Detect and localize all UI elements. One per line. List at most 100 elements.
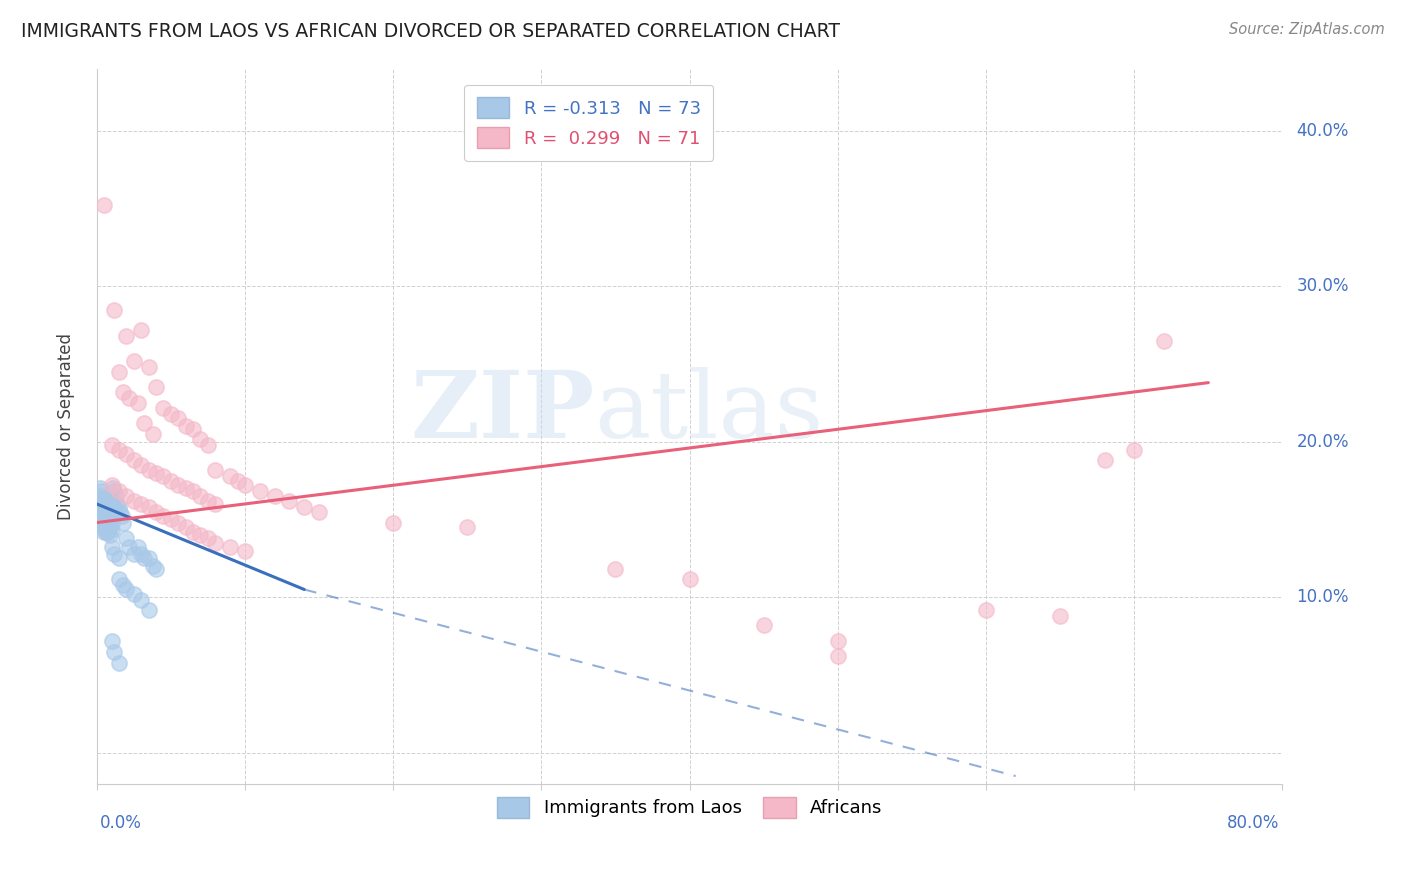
- Point: [152, 401, 174, 415]
- Point: [91, 500, 114, 514]
- Point: [159, 474, 181, 488]
- Point: [129, 547, 152, 561]
- Point: [129, 458, 152, 472]
- Point: [93, 198, 115, 212]
- Point: [134, 551, 156, 566]
- Point: [197, 493, 219, 508]
- Point: [108, 656, 131, 670]
- Point: [91, 520, 114, 534]
- Point: [233, 478, 256, 492]
- Point: [94, 520, 117, 534]
- Point: [226, 474, 249, 488]
- Point: [138, 500, 160, 514]
- Point: [96, 520, 118, 534]
- Y-axis label: Divorced or Separated: Divorced or Separated: [58, 333, 75, 520]
- Point: [263, 489, 285, 503]
- Point: [456, 520, 478, 534]
- Point: [204, 497, 226, 511]
- Point: [145, 466, 167, 480]
- Point: [122, 547, 145, 561]
- Point: [103, 645, 125, 659]
- Point: [181, 422, 204, 436]
- Point: [97, 509, 120, 524]
- Point: [94, 508, 117, 522]
- Point: [100, 438, 122, 452]
- Point: [101, 493, 124, 508]
- Point: [108, 484, 131, 499]
- Point: [87, 492, 110, 507]
- Point: [93, 512, 115, 526]
- Point: [678, 572, 700, 586]
- Point: [190, 489, 212, 503]
- Point: [308, 505, 330, 519]
- Point: [233, 543, 256, 558]
- Point: [90, 516, 112, 530]
- Point: [110, 505, 132, 519]
- Point: [129, 497, 152, 511]
- Point: [204, 463, 226, 477]
- Point: [91, 505, 114, 519]
- Point: [115, 582, 138, 597]
- Point: [98, 528, 121, 542]
- Text: 0.0%: 0.0%: [100, 814, 142, 832]
- Point: [115, 531, 138, 545]
- Point: [292, 500, 315, 514]
- Point: [98, 512, 121, 526]
- Point: [159, 512, 181, 526]
- Point: [138, 551, 160, 566]
- Point: [145, 562, 167, 576]
- Point: [97, 516, 120, 530]
- Text: 80.0%: 80.0%: [1227, 814, 1279, 832]
- Point: [96, 512, 118, 526]
- Point: [100, 633, 122, 648]
- Point: [93, 497, 115, 511]
- Point: [129, 593, 152, 607]
- Point: [197, 531, 219, 545]
- Point: [249, 484, 271, 499]
- Point: [93, 505, 115, 519]
- Point: [89, 505, 111, 519]
- Point: [112, 384, 135, 399]
- Point: [108, 551, 131, 566]
- Point: [97, 524, 120, 538]
- Point: [122, 493, 145, 508]
- Point: [190, 432, 212, 446]
- Point: [1049, 608, 1071, 623]
- Point: [111, 509, 134, 524]
- Point: [204, 536, 226, 550]
- Point: [90, 500, 112, 514]
- Point: [108, 365, 131, 379]
- Point: [89, 516, 111, 530]
- Point: [103, 500, 125, 514]
- Point: [91, 509, 114, 524]
- Point: [112, 516, 135, 530]
- Point: [100, 524, 122, 538]
- Point: [827, 649, 849, 664]
- Point: [181, 524, 204, 539]
- Point: [174, 419, 197, 434]
- Point: [382, 516, 405, 530]
- Point: [827, 633, 849, 648]
- Text: IMMIGRANTS FROM LAOS VS AFRICAN DIVORCED OR SEPARATED CORRELATION CHART: IMMIGRANTS FROM LAOS VS AFRICAN DIVORCED…: [21, 22, 841, 41]
- Point: [145, 505, 167, 519]
- Point: [974, 602, 997, 616]
- Point: [134, 416, 156, 430]
- Point: [89, 497, 111, 511]
- Point: [103, 547, 125, 561]
- Text: ZIP: ZIP: [411, 367, 595, 457]
- Point: [127, 396, 149, 410]
- Point: [108, 500, 131, 514]
- Point: [101, 482, 124, 496]
- Point: [104, 489, 127, 503]
- Text: 10.0%: 10.0%: [1296, 588, 1348, 607]
- Point: [605, 562, 627, 576]
- Point: [159, 407, 181, 421]
- Point: [90, 492, 112, 507]
- Point: [93, 520, 115, 534]
- Point: [112, 578, 135, 592]
- Point: [145, 380, 167, 394]
- Point: [152, 469, 174, 483]
- Point: [1153, 334, 1175, 348]
- Point: [96, 524, 118, 539]
- Point: [752, 618, 775, 632]
